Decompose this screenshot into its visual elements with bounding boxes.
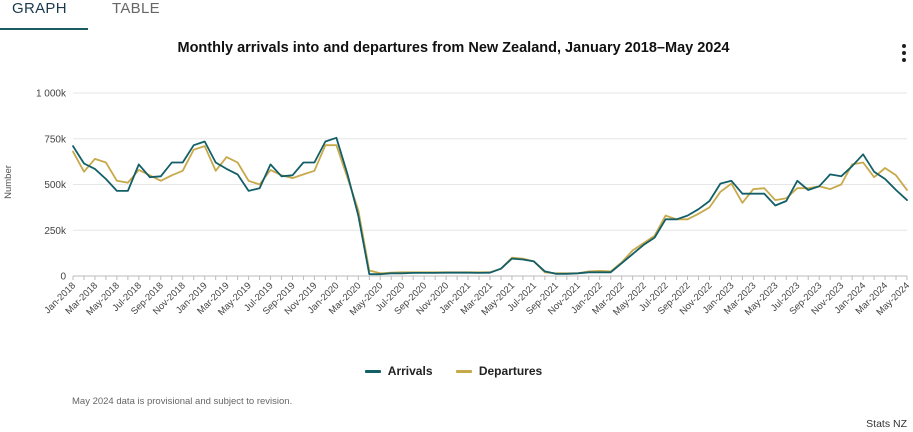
legend-swatch-arrivals [364,370,381,374]
legend-item-departures[interactable]: Departures [455,364,543,378]
chart-title: Monthly arrivals into and departures fro… [177,40,730,56]
y-tick-label: 750k [44,134,67,145]
provisional-note: May 2024 data is provisional and subject… [72,396,293,407]
series-line-arrivals [72,136,908,276]
y-axis: 0 250k 500k 750k 1 000k [36,89,67,283]
y-tick-label: 1 000k [36,89,67,100]
tab-table[interactable]: TABLE [112,0,160,17]
more-vertical-icon[interactable] [898,42,910,64]
legend-item-arrivals[interactable]: Arrivals [364,364,433,378]
tab-graph[interactable]: GRAPH [0,0,88,30]
legend-label-departures: Departures [478,364,543,378]
series-lines [72,136,908,276]
y-tick-label: 500k [44,180,67,191]
y-tick-label: 250k [44,226,67,237]
legend: Arrivals Departures [0,364,907,378]
series-line-departures [72,144,908,275]
x-axis: Jan-2018Mar-2018May-2018Jul-2018Sep-2018… [42,276,912,318]
y-tick-label: 0 [60,272,66,283]
legend-label-arrivals: Arrivals [387,364,433,378]
y-axis-label: Number [3,165,14,199]
legend-swatch-departures [455,370,472,374]
line-chart: 0 250k 500k 750k 1 000k Number Jan-2018Mar-2… [3,89,912,318]
source-label: Stats NZ [866,418,907,430]
view-tabs: GRAPH TABLE [0,0,913,32]
gridlines [73,92,907,277]
